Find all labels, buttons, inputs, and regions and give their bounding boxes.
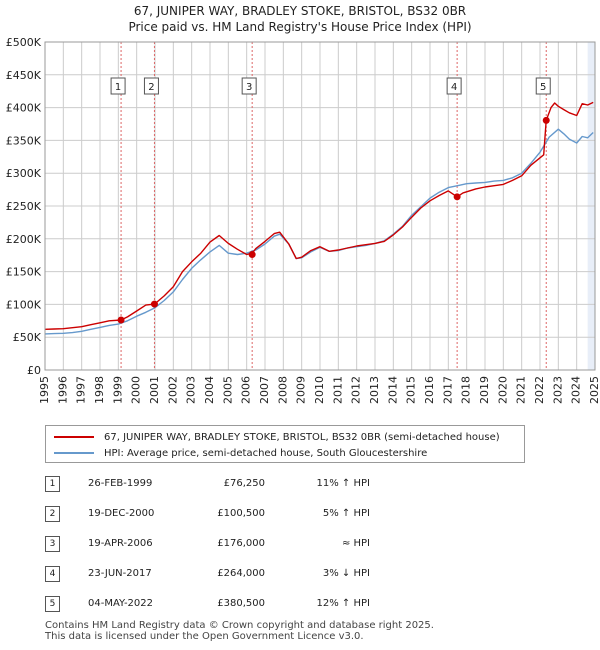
legend: 67, JUNIPER WAY, BRADLEY STOKE, BRISTOL,… — [45, 425, 525, 463]
x-tick-label: 2021 — [515, 376, 528, 404]
y-tick-label: £450K — [6, 69, 42, 82]
x-tick-label: 2012 — [350, 376, 363, 404]
sale-label: 5 — [540, 82, 546, 93]
x-tick-label: 2010 — [313, 376, 326, 404]
x-tick-label: 1999 — [111, 376, 124, 404]
x-tick-label: 2024 — [570, 376, 583, 404]
sale-price: £380,500 — [217, 598, 265, 609]
sale-label-box — [535, 77, 551, 95]
sale-row: 3 19-APR-2006 £176,000 ≈ HPI — [0, 536, 600, 556]
sale-price: £100,500 — [217, 508, 265, 519]
x-tick-label: 2017 — [441, 376, 454, 404]
sale-label-box — [446, 77, 462, 95]
x-tick-label: 2018 — [460, 376, 473, 404]
sale-number-badge: 2 — [45, 506, 60, 522]
legend-price-label: 67, JUNIPER WAY, BRADLEY STOKE, BRISTOL,… — [104, 431, 500, 443]
sale-date: 19-APR-2006 — [88, 538, 153, 549]
x-tick-label: 2011 — [331, 376, 344, 404]
sale-row: 5 04-MAY-2022 £380,500 12% ↑ HPI — [0, 596, 600, 616]
x-tick-label: 2004 — [203, 376, 216, 404]
x-tick-label: 2023 — [551, 376, 564, 404]
x-tick-label: 2001 — [148, 376, 161, 404]
sale-number-badge: 4 — [45, 566, 60, 582]
x-tick-label: 2016 — [423, 376, 436, 404]
legend-item-price: 67, JUNIPER WAY, BRADLEY STOKE, BRISTOL,… — [54, 430, 500, 444]
x-tick-label: 1995 — [38, 376, 51, 404]
x-tick-label: 2015 — [405, 376, 418, 404]
price-chart: £0 £50K £100K £150K £200K £250K £300K £350K £400… — [6, 36, 600, 404]
sale-hpi-diff: 3% ↓ HPI — [322, 568, 370, 579]
sale-row: 4 23-JUN-2017 £264,000 3% ↓ HPI — [0, 566, 600, 586]
chart-title: 67, JUNIPER WAY, BRADLEY STOKE, BRISTOL,… — [133, 4, 467, 18]
x-tick-label: 2025 — [588, 376, 600, 404]
sale-label-box — [241, 77, 257, 95]
sale-row: 2 19-DEC-2000 £100,500 5% ↑ HPI — [0, 506, 600, 526]
sale-price: £264,000 — [217, 568, 265, 579]
x-tick-label: 2007 — [258, 376, 271, 404]
sale-number-badge: 1 — [45, 476, 60, 492]
sale-label: 2 — [148, 82, 154, 93]
x-tick-label: 2019 — [478, 376, 491, 404]
sale-point — [150, 300, 158, 308]
y-tick-label: £50K — [13, 331, 42, 344]
sale-number-badge: 5 — [45, 596, 60, 612]
sale-price: £176,000 — [217, 538, 265, 549]
x-tick-label: 2002 — [166, 376, 179, 404]
y-tick-label: £400K — [6, 102, 42, 115]
hpi-line — [44, 128, 594, 335]
price-line-swatch — [54, 436, 94, 438]
x-tick-label: 2009 — [295, 376, 308, 404]
y-tick-label: £300K — [6, 167, 42, 180]
sale-number-badge: 3 — [45, 536, 60, 552]
x-tick-label: 1998 — [93, 376, 106, 404]
y-tick-label: £100K — [6, 298, 42, 311]
y-tick-label: £250K — [6, 200, 42, 213]
copyright-notice: Contains HM Land Registry data © Crown c… — [45, 620, 434, 631]
sale-date: 23-JUN-2017 — [88, 568, 152, 579]
y-tick-label: £350K — [6, 134, 42, 147]
chart-subtitle: Price paid vs. HM Land Registry's House … — [128, 20, 472, 34]
sale-hpi-diff: 11% ↑ HPI — [316, 478, 370, 489]
x-tick-label: 2005 — [221, 376, 234, 404]
sale-point — [117, 316, 125, 324]
price-paid-line — [44, 101, 594, 330]
sale-label: 1 — [115, 82, 121, 93]
sale-label-box — [143, 77, 159, 95]
x-tick-label: 1996 — [56, 376, 69, 404]
hpi-line-swatch — [54, 452, 94, 454]
y-tick-label: £0 — [27, 364, 41, 377]
sale-point — [542, 116, 550, 124]
sale-row: 1 26-FEB-1999 £76,250 11% ↑ HPI — [0, 476, 600, 496]
sale-date: 19-DEC-2000 — [88, 508, 155, 519]
sale-price: £76,250 — [223, 478, 265, 489]
plot-frame — [44, 41, 596, 371]
sale-label: 4 — [451, 82, 457, 93]
sale-label: 3 — [246, 82, 252, 93]
x-tick-label: 2008 — [276, 376, 289, 404]
x-tick-label: 1997 — [75, 376, 88, 404]
sale-point — [453, 193, 461, 201]
x-tick-label: 2014 — [386, 376, 399, 404]
sale-label-box — [110, 77, 126, 95]
sale-hpi-diff: 5% ↑ HPI — [322, 508, 370, 519]
x-tick-label: 2006 — [240, 376, 253, 404]
x-tick-label: 2022 — [533, 376, 546, 404]
sale-hpi-diff: ≈ HPI — [341, 538, 370, 549]
x-tick-label: 2013 — [368, 376, 381, 404]
y-tick-label: £500K — [6, 36, 42, 49]
legend-item-hpi: HPI: Average price, semi-detached house,… — [54, 446, 427, 460]
sale-hpi-diff: 12% ↑ HPI — [316, 598, 370, 609]
sale-point — [248, 251, 256, 259]
legend-hpi-label: HPI: Average price, semi-detached house,… — [104, 447, 428, 459]
y-tick-label: £150K — [6, 266, 42, 279]
y-tick-label: £200K — [6, 233, 42, 246]
sale-date: 26-FEB-1999 — [88, 478, 153, 489]
sale-date: 04-MAY-2022 — [88, 598, 154, 609]
x-tick-label: 2000 — [130, 376, 143, 404]
x-tick-label: 2003 — [185, 376, 198, 404]
licence-notice: This data is licensed under the Open Gov… — [45, 631, 364, 642]
x-tick-label: 2020 — [496, 376, 509, 404]
